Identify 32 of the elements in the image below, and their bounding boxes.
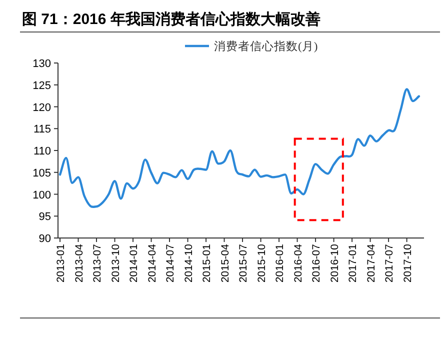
x-tick-label: 2015-10 [256,244,268,283]
y-tick-label: 125 [32,80,51,92]
x-tick-label: 2017-04 [365,244,378,283]
y-tick-label: 95 [38,211,51,224]
x-tick-label: 2016-04 [292,244,304,283]
y-tick-label: 105 [32,167,51,180]
x-tick-label: 2015-07 [238,244,250,283]
x-tick-label: 2014-07 [164,244,177,283]
x-tick-label: 2017-10 [402,244,414,283]
x-tick-label: 2017-07 [384,244,396,283]
x-tick-label: 2016-10 [328,244,341,283]
x-tick-label: 2015-01 [201,244,214,283]
x-tick-label: 2014-04 [146,244,158,283]
legend-label: 消费者信心指数(月) [214,39,318,53]
title: 图 71：2016 年我国消费者信心指数大幅改善 [22,11,320,28]
x-tick-label: 2014-10 [182,244,195,283]
y-tick-label: 110 [33,146,51,158]
x-tick-label: 2016-07 [310,244,323,283]
x-tick-label: 2013-10 [110,244,122,283]
x-tick-label: 2013-01 [55,244,67,283]
x-tick-label: 2013-04 [73,244,86,283]
legend: 消费者信心指数(月) [185,41,318,53]
y-tick-label: 100 [32,189,51,202]
x-tick-label: 2016-01 [274,244,286,283]
y-tick-label: 120 [32,102,51,114]
x-tick-label: 2014-01 [128,244,140,283]
x-tick-label: 2015-04 [219,244,232,283]
y-tick-label: 130 [32,58,51,70]
x-tick-label: 2017-01 [347,244,360,283]
y-tick-label: 115 [33,124,51,136]
x-tick-label: 2013-07 [92,244,104,283]
y-tick-label: 90 [38,233,51,245]
